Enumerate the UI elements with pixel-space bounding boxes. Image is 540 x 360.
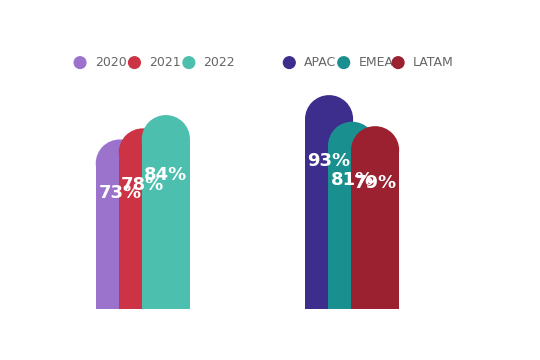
Ellipse shape	[129, 57, 140, 68]
Ellipse shape	[338, 57, 349, 68]
Ellipse shape	[74, 57, 86, 68]
Text: 79%: 79%	[354, 174, 397, 192]
Ellipse shape	[392, 57, 404, 68]
Bar	[119, 152, 167, 309]
Text: APAC: APAC	[304, 56, 336, 69]
Ellipse shape	[284, 57, 295, 68]
Ellipse shape	[351, 126, 399, 174]
Bar	[328, 146, 376, 309]
Ellipse shape	[96, 139, 144, 187]
Ellipse shape	[305, 95, 353, 143]
Text: 93%: 93%	[307, 152, 350, 170]
Ellipse shape	[142, 115, 190, 163]
Text: 78%: 78%	[121, 176, 165, 194]
Ellipse shape	[119, 129, 167, 176]
Text: 81%: 81%	[330, 171, 374, 189]
Text: 2021: 2021	[149, 56, 181, 69]
Text: 84%: 84%	[144, 166, 187, 184]
Bar	[305, 119, 353, 309]
Ellipse shape	[328, 122, 376, 170]
Bar	[142, 139, 190, 309]
Bar	[351, 150, 399, 309]
Bar	[96, 163, 144, 309]
Text: EMEA: EMEA	[359, 56, 393, 69]
Ellipse shape	[183, 57, 195, 68]
Text: LATAM: LATAM	[413, 56, 454, 69]
Text: 2022: 2022	[204, 56, 235, 69]
Text: 73%: 73%	[98, 184, 141, 202]
Text: 2020: 2020	[94, 56, 126, 69]
